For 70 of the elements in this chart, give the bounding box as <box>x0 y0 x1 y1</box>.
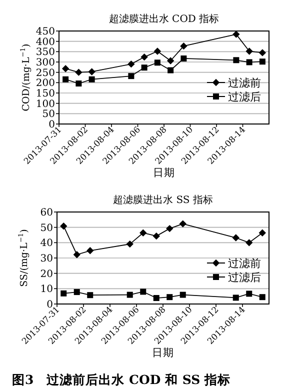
legend-label: 过滤前 <box>228 257 261 270</box>
y-tick-label: 0 <box>48 120 55 130</box>
y-tick-label: 200 <box>36 78 55 90</box>
point <box>166 224 174 232</box>
x-axis-title: 日期 <box>153 167 175 179</box>
point <box>76 80 82 86</box>
point <box>246 48 253 55</box>
point <box>154 60 160 66</box>
point <box>128 73 134 80</box>
y-tick-label: 0 <box>46 300 53 310</box>
x-axis-title: 日期 <box>152 347 174 359</box>
chart-title: 超滤膜进出水 SS 指标 <box>113 194 213 206</box>
point <box>62 65 70 72</box>
point <box>180 42 188 50</box>
point <box>152 232 160 240</box>
point <box>126 240 134 248</box>
y-tick-label: 100 <box>36 98 55 110</box>
point <box>74 289 80 296</box>
point <box>87 292 94 298</box>
y-tick-label: 400 <box>36 36 55 48</box>
point <box>141 64 148 71</box>
point <box>259 58 266 65</box>
y-tick-label: 20 <box>40 268 53 280</box>
point <box>73 251 80 258</box>
point <box>258 49 266 56</box>
legend-label: 过滤后 <box>228 90 261 104</box>
y-tick-label: 50 <box>40 222 53 234</box>
point <box>140 53 148 61</box>
y-tick-label: 10 <box>40 284 53 296</box>
point <box>180 55 187 62</box>
y-tick-label: 150 <box>36 88 55 100</box>
point <box>246 290 252 297</box>
point <box>126 292 133 298</box>
y-tick-label: 450 <box>36 26 55 38</box>
point <box>60 290 67 296</box>
point <box>140 229 147 236</box>
y-tick-label: 30 <box>40 254 53 264</box>
caption: 图3 过滤前后出水 COD 和 SS 指标 <box>12 372 231 387</box>
y-tick-label: 350 <box>36 47 55 58</box>
point <box>166 294 173 300</box>
chart-title: 超滤膜进出水 COD 指标 <box>108 13 220 25</box>
y-tick-label: 300 <box>36 58 55 68</box>
point <box>88 76 95 82</box>
point <box>246 59 252 66</box>
y-tick-label: 60 <box>40 208 53 218</box>
point <box>60 222 68 230</box>
y-tick-label: 250 <box>36 68 55 79</box>
legend-label: 过滤后 <box>228 271 261 284</box>
point <box>166 57 174 64</box>
point <box>232 234 240 242</box>
point <box>62 76 69 82</box>
point <box>233 57 240 64</box>
point <box>259 294 266 300</box>
point <box>258 229 266 236</box>
point <box>180 292 186 298</box>
y-tick-label: 50 <box>42 109 55 120</box>
point <box>179 220 186 228</box>
point <box>232 294 239 301</box>
y-tick-label: 40 <box>40 238 53 250</box>
point <box>154 48 162 55</box>
point <box>246 239 253 246</box>
point <box>75 68 82 76</box>
legend-label: 过滤前 <box>228 76 261 90</box>
point <box>128 60 135 68</box>
point <box>86 247 94 254</box>
point <box>232 30 240 38</box>
point <box>153 295 160 302</box>
point <box>88 68 96 76</box>
point <box>168 67 174 74</box>
point <box>140 288 146 295</box>
